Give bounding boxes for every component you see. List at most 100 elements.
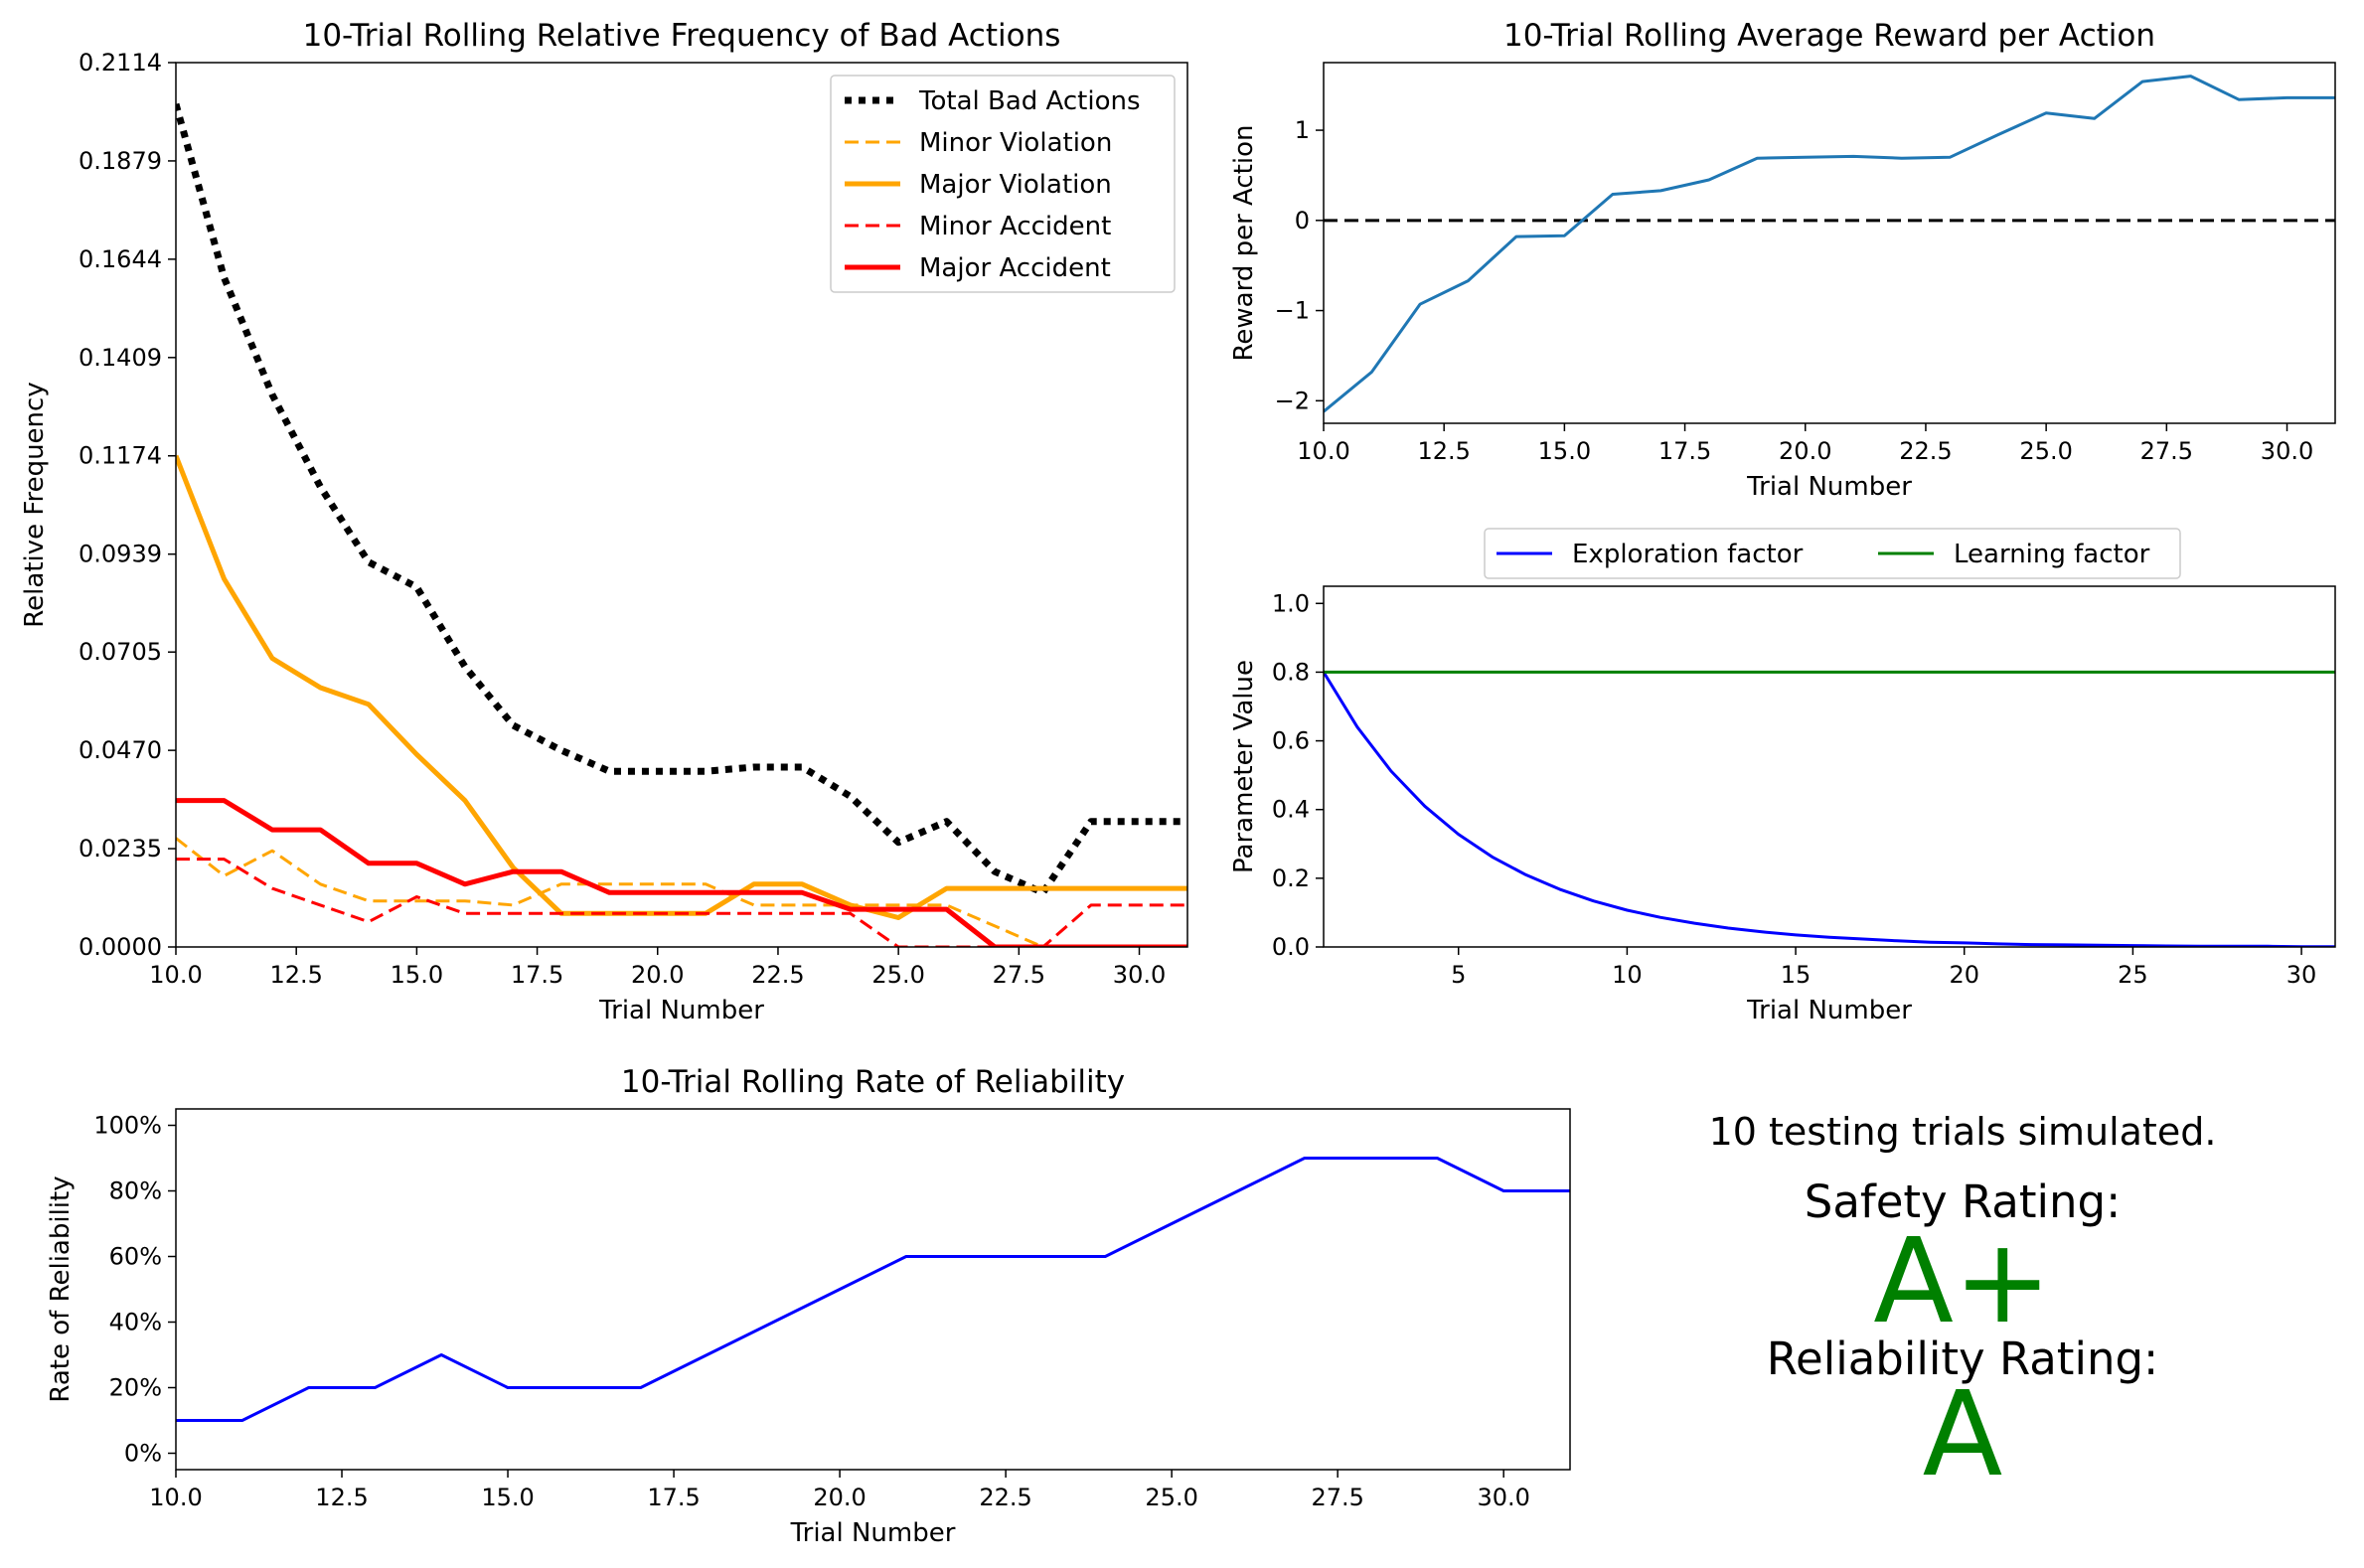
legend-entry: Exploration factor: [1572, 540, 1804, 569]
x-tick-label: 22.5: [979, 1484, 1031, 1511]
plot-frame: [175, 1108, 1571, 1471]
legend-entry: Minor Violation: [919, 128, 1112, 158]
x-tick-label: 10.0: [1297, 437, 1349, 465]
y-tick-label: 0.2: [1272, 864, 1310, 892]
y-tick-label: 1.0: [1272, 589, 1310, 617]
x-tick-label: 12.5: [269, 961, 322, 989]
y-tick-label: 100%: [93, 1112, 162, 1140]
x-tick-label: 10: [1612, 961, 1643, 989]
y-tick-label: 0.0235: [79, 835, 162, 862]
y-tick-label: 1: [1295, 116, 1310, 144]
y-tick-label: 0.6: [1272, 727, 1310, 755]
legend-entry: Major Accident: [919, 253, 1111, 283]
y-tick-label: 60%: [109, 1243, 162, 1271]
y-tick-label: 0.1644: [79, 245, 162, 273]
x-tick-label: 30.0: [1113, 961, 1166, 989]
legend-entry: Total Bad Actions: [918, 86, 1141, 116]
y-tick-label: −2: [1275, 387, 1310, 414]
y-tick-label: 0.1174: [79, 442, 162, 470]
legend-entry: Major Violation: [919, 170, 1112, 200]
y-tick-label: 40%: [109, 1309, 162, 1336]
safety-rating-label: Safety Rating:: [1805, 1176, 2122, 1228]
x-tick-label: 20.0: [1779, 437, 1831, 465]
x-tick-label: 17.5: [511, 961, 563, 989]
y-axis-label: Rate of Reliability: [46, 1176, 76, 1402]
y-axis-label: Relative Frequency: [20, 382, 50, 627]
x-tick-label: 15: [1781, 961, 1812, 989]
y-tick-label: 0%: [124, 1440, 162, 1468]
x-tick-label: 30.0: [2261, 437, 2313, 465]
legend-entry: Minor Accident: [919, 212, 1111, 241]
y-tick-label: 0.1409: [79, 344, 162, 372]
x-tick-label: 25.0: [1145, 1484, 1197, 1511]
x-tick-label: 15.0: [391, 961, 443, 989]
y-tick-label: −1: [1275, 297, 1310, 325]
y-tick-label: 0: [1295, 207, 1310, 235]
chart-reliability: 10.0 12.5 15.0 17.5 20.0 22.5 25.0 27.5 30.0 0% 20…: [46, 1064, 1571, 1548]
legend: Exploration factor Learning factor: [1484, 528, 2181, 579]
trials-simulated-text: 10 testing trials simulated.: [1709, 1110, 2217, 1154]
series-line-reliability: [176, 1157, 1570, 1422]
x-tick-label: 22.5: [751, 961, 804, 989]
legend-box: [830, 75, 1176, 293]
y-tick-label: 0.1879: [79, 147, 162, 175]
series-line-reward: [1324, 75, 2335, 413]
y-tick-label: 0.0705: [79, 638, 162, 666]
y-tick-label: 0.2114: [79, 49, 162, 77]
x-tick-label: 25.0: [871, 961, 924, 989]
x-tick-label: 25: [2118, 961, 2148, 989]
reliability-rating-label: Reliability Rating:: [1767, 1333, 2158, 1385]
series-line-minor-violation: [176, 837, 1187, 947]
x-tick-label: 5: [1451, 961, 1466, 989]
y-tick-label: 0.4: [1272, 796, 1310, 824]
chart-parameters: 5 10 15 20 25 30 0.0 0.2 0.4 0.6 0.8 1.0 Trial Numbe…: [1229, 528, 2336, 1025]
x-tick-label: 20.0: [813, 1484, 866, 1511]
chart-bad_actions: 10.0 12.5 15.0 17.5 20.0 22.5 25.0 27.5 30.0 0.00…: [20, 18, 1188, 1025]
plot-frame: [175, 62, 1188, 948]
y-axis-label: Parameter Value: [1229, 660, 1259, 873]
x-tick-label: 12.5: [315, 1484, 368, 1511]
x-tick-label: 10.0: [149, 1484, 202, 1511]
chart-reward: 10.0 12.5 15.0 17.5 20.0 22.5 25.0 27.5 30.0 −2 −1…: [1229, 18, 2336, 502]
x-tick-label: 27.5: [993, 961, 1045, 989]
x-tick-label: 17.5: [647, 1484, 700, 1511]
chart-title: 10-Trial Rolling Rate of Reliability: [621, 1064, 1125, 1100]
legend: Total Bad Actions Minor Violation Major Vi…: [830, 75, 1176, 293]
x-tick-label: 27.5: [2140, 437, 2193, 465]
y-tick-label: 0.0470: [79, 736, 162, 764]
plot-frame: [1323, 62, 2336, 424]
series-line-total-bad-actions: [176, 102, 1187, 896]
x-tick-label: 20: [1949, 961, 1979, 989]
safety-rating-grade: A+: [1873, 1212, 2052, 1349]
x-tick-label: 30: [2286, 961, 2317, 989]
x-axis-label: Trial Number: [598, 996, 764, 1025]
x-tick-label: 10.0: [149, 961, 202, 989]
chart-title: 10-Trial Rolling Average Reward per Acti…: [1503, 18, 2155, 54]
x-tick-label: 22.5: [1899, 437, 1952, 465]
x-tick-label: 25.0: [2019, 437, 2072, 465]
x-axis-label: Trial Number: [790, 1518, 956, 1548]
y-tick-label: 0.0939: [79, 541, 162, 568]
x-tick-label: 12.5: [1417, 437, 1470, 465]
legend-box: [1484, 528, 2181, 579]
y-tick-label: 0.0000: [79, 933, 162, 961]
plot-frame: [1323, 585, 2336, 948]
x-tick-label: 20.0: [631, 961, 684, 989]
series-line-minor-accident: [176, 858, 1187, 947]
y-tick-label: 80%: [109, 1177, 162, 1205]
ratings-summary: 10 testing trials simulated. Safety Ratin…: [1709, 1110, 2217, 1502]
chart-title: 10-Trial Rolling Relative Frequency of B…: [303, 18, 1061, 54]
y-tick-label: 0.8: [1272, 658, 1310, 686]
series-line-major-accident: [176, 798, 1187, 947]
x-tick-label: 27.5: [1311, 1484, 1363, 1511]
x-axis-label: Trial Number: [1746, 472, 1912, 502]
x-axis-label: Trial Number: [1746, 996, 1912, 1025]
reliability-rating-grade: A: [1923, 1365, 2003, 1502]
series-line-exploration-factor: [1324, 671, 2335, 947]
y-tick-label: 0.0: [1272, 933, 1310, 961]
x-tick-label: 15.0: [481, 1484, 534, 1511]
x-tick-label: 17.5: [1658, 437, 1711, 465]
x-tick-label: 30.0: [1477, 1484, 1529, 1511]
series-line-major-violation: [176, 454, 1187, 920]
